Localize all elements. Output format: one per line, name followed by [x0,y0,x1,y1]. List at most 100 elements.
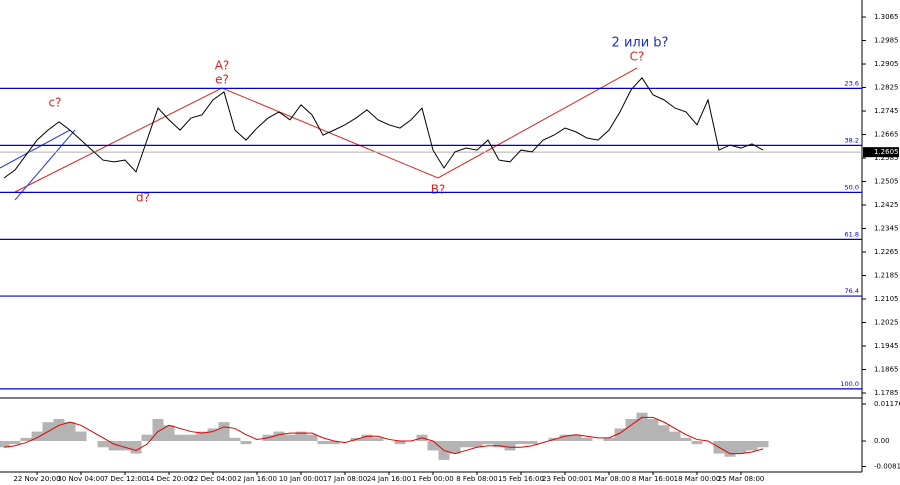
histogram-bar [625,418,637,442]
x-tick-label: 25 Mar 08:00 [718,475,765,483]
histogram-bar [306,434,318,442]
y-tick-label: 0.01176 [874,400,900,408]
histogram-bar [636,412,648,442]
histogram-bar [0,441,10,448]
histogram-bar [273,431,285,442]
histogram-bar [449,441,461,454]
histogram-bar [614,428,626,442]
fib-label: 100.0 [840,380,859,388]
fib-label: 23.6 [845,79,859,87]
x-tick-label: 22 Dec 04:00 [189,475,236,483]
fib-label: 61.8 [845,230,859,238]
x-tick-label: 10 Jan 00:00 [279,475,323,483]
x-tick-label: 22 Nov 20:00 [13,475,60,483]
x-tick-label: 23 Feb 00:00 [542,475,588,483]
histogram-bar [152,418,164,442]
y-tick-label: 1.1865 [874,366,899,374]
histogram-bar [746,441,758,451]
histogram-bar [108,441,120,451]
y-tick-label: 1.2745 [874,107,899,115]
histogram-bar [394,441,406,445]
fib-label: 76.4 [845,287,859,295]
y-tick-label: 1.2825 [874,84,899,92]
histogram-bar [240,441,252,445]
histogram-bar [295,431,307,442]
histogram-bar [64,422,76,442]
price-line [3,77,764,179]
signal-line [3,416,764,455]
x-tick-label: 30 Nov 04:00 [57,475,104,483]
histogram-bar [207,428,219,442]
y-tick-label: 1.3065 [874,13,899,21]
histogram-bar [680,437,692,442]
histogram-bar [427,441,439,451]
x-tick-label: 7 Dec 12:00 [104,475,147,483]
histogram-bar [130,441,142,454]
fib-label: 38.2 [845,136,859,144]
histogram-bar [97,441,109,448]
y-tick-label: 1.2105 [874,295,899,303]
wave-label: d? [136,191,150,205]
trend-line [0,129,71,169]
histogram-bar [75,431,87,442]
x-tick-label: 2 Jan 16:00 [237,475,277,483]
histogram-bar [559,434,571,442]
y-tick-label: 1.2265 [874,248,899,256]
histogram-bar [53,418,65,442]
histogram-bar [493,441,505,448]
histogram-bar [691,441,703,445]
x-tick-label: 15 Feb 16:00 [498,475,544,483]
fib-label: 50.0 [845,183,859,191]
y-tick-label: 1.1785 [874,389,899,397]
histogram-bar [163,425,175,442]
wave-label: e? [215,73,229,87]
y-tick-label: 1.2185 [874,272,899,280]
y-tick-label: 1.2585 [874,154,899,162]
y-tick-label: 1.2905 [874,60,899,68]
y-tick-label: 1.1945 [874,342,899,350]
histogram-bar [735,441,747,454]
wave-line [14,67,638,193]
histogram-bar [669,431,681,442]
last-price-box [863,147,899,158]
wave-label: 2 или b? [612,36,669,51]
histogram-bar [328,441,340,445]
histogram-bar [482,441,494,445]
histogram-bar [284,434,296,442]
y-tick-label: 1.2665 [874,131,899,139]
x-tick-label: 8 Feb 08:00 [456,475,497,483]
y-tick-label: 1.2025 [874,319,899,327]
histogram-bar [9,441,21,445]
histogram-bar [581,437,593,442]
x-tick-label: 24 Jan 16:00 [367,475,411,483]
histogram-bar [504,441,516,451]
histogram-bar [647,418,659,442]
x-tick-label: 1 Feb 00:00 [412,475,453,483]
histogram-bar [757,441,769,448]
histogram-bar [229,437,241,442]
histogram-bar [31,431,43,442]
histogram-bar [20,437,32,442]
histogram-bar [471,441,483,448]
wave-label: c? [49,96,62,110]
histogram-bar [317,441,329,445]
histogram-bar [372,437,384,442]
histogram-bar [526,441,538,445]
y-tick-label: 0.00 [874,437,890,445]
histogram-bar [174,434,186,442]
histogram-bar [603,437,615,442]
y-tick-label: 1.2345 [874,225,899,233]
histogram-bar [141,434,153,442]
x-tick-label: 18 Mar 00:00 [674,475,721,483]
y-tick-label: 1.2985 [874,37,899,45]
histogram-bar [658,425,670,442]
histogram-bar [460,441,472,448]
histogram-bar [724,441,736,457]
histogram-bar [196,431,208,442]
wave-label: C? [630,50,645,64]
y-tick-label: 1.2505 [874,178,899,186]
y-tick-label: -0.0081 [874,462,900,470]
histogram-bar [570,434,582,442]
